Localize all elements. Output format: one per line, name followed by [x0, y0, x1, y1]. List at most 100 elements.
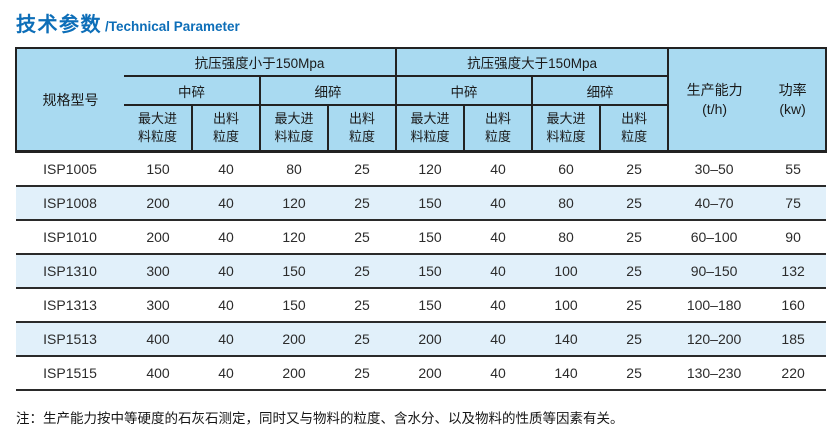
- cell-value: 140: [532, 322, 601, 357]
- cell-value: 185: [760, 322, 827, 357]
- cell-model: ISP1010: [16, 220, 124, 255]
- header-discharge-size-line2: 粒度: [485, 129, 512, 144]
- cell-value: 150: [124, 151, 192, 187]
- cell-value: 30–50: [668, 151, 761, 187]
- cell-value: 80: [532, 220, 601, 255]
- header-max-feed-size-3: 最大进 料粒度: [396, 105, 466, 153]
- header-row-1: 规格型号 抗压强度小于150Mpa 抗压强度大于150Mpa 生产能力 (t/h…: [15, 47, 828, 153]
- header-discharge-size-2: 出料 粒度: [328, 105, 398, 153]
- cell-value: 80: [532, 186, 601, 221]
- header-max-feed-size-line2: 料粒度: [274, 129, 314, 144]
- header-max-feed-size-line1: 最大进: [137, 111, 177, 127]
- header-discharge-size-line1: 出料: [212, 111, 239, 127]
- header-discharge-size-line1: 出料: [621, 111, 648, 127]
- cell-value: 40: [192, 288, 260, 323]
- cell-value: 90: [760, 220, 827, 255]
- cell-value: 75: [760, 186, 827, 221]
- cell-value: 40: [464, 254, 533, 289]
- cell-value: 140: [532, 356, 601, 391]
- header-fine-crushing-gt: 细碎: [532, 76, 670, 106]
- header-max-feed-size-line2: 料粒度: [137, 129, 177, 144]
- header-medium-crushing-gt: 中碎: [396, 76, 534, 106]
- cell-value: 40: [464, 151, 533, 187]
- cell-value: 100: [532, 288, 601, 323]
- page-title: 技术参数/Technical Parameter: [16, 8, 240, 37]
- cell-value: 40: [192, 356, 260, 391]
- cell-value: 150: [396, 288, 465, 323]
- footnote: 注：生产能力按中等硬度的石灰石测定，同时又与物料的粒度、含水分、以及物料的性质等…: [16, 411, 624, 426]
- header-max-feed-size-4: 最大进 料粒度: [532, 105, 602, 153]
- cell-value: 300: [124, 288, 192, 323]
- cell-model: ISP1310: [16, 254, 124, 289]
- cell-value: 120: [260, 186, 328, 221]
- cell-value: 400: [124, 322, 192, 357]
- table-row: ISP1005 150 40 80 25 120 40 60 25 30–50 55: [16, 151, 827, 187]
- cell-value: 200: [124, 220, 192, 255]
- header-max-feed-size-line2: 料粒度: [410, 129, 450, 144]
- cell-value: 220: [760, 356, 827, 391]
- cell-value: 60: [532, 151, 601, 187]
- cell-value: 300: [124, 254, 192, 289]
- header-discharge-size-line1: 出料: [349, 111, 376, 127]
- cell-model: ISP1513: [16, 322, 124, 357]
- cell-value: 40: [464, 220, 533, 255]
- cell-value: 40: [464, 356, 533, 391]
- cell-value: 150: [260, 288, 328, 323]
- cell-value: 25: [600, 151, 669, 187]
- cell-value: 25: [600, 186, 669, 221]
- header-power-label: 功率: [778, 81, 807, 98]
- cell-model: ISP1515: [16, 356, 124, 391]
- cell-value: 400: [124, 356, 192, 391]
- header-row-3: 最大进 料粒度 出料 粒度 最大进 料粒度 出料 粒度 最大进 料粒度: [16, 105, 826, 153]
- header-row-2: 中碎 细碎 中碎 细碎: [16, 76, 826, 106]
- header-discharge-size-line1: 出料: [485, 111, 512, 127]
- cell-value: 160: [760, 288, 827, 323]
- header-max-feed-size-1: 最大进 料粒度: [124, 105, 193, 153]
- header-power: 功率 (kw): [760, 47, 828, 153]
- header-discharge-size-1: 出料 粒度: [192, 105, 261, 153]
- cell-value: 25: [328, 254, 397, 289]
- page-title-zh: 技术参数: [16, 14, 102, 36]
- cell-model: ISP1313: [16, 288, 124, 323]
- header-capacity-label: 生产能力: [686, 81, 743, 98]
- cell-value: 25: [600, 322, 669, 357]
- cell-value: 55: [760, 151, 827, 187]
- table-row: ISP1515 400 40 200 25 200 40 140 25 130–230 220: [16, 356, 827, 391]
- cell-value: 132: [760, 254, 827, 289]
- cell-value: 150: [396, 186, 465, 221]
- cell-value: 40: [192, 186, 260, 221]
- table-row: ISP1010 200 40 120 25 150 40 80 25 60–100 90: [16, 220, 827, 255]
- cell-value: 25: [328, 356, 397, 391]
- cell-value: 25: [600, 254, 669, 289]
- cell-value: 150: [396, 220, 465, 255]
- cell-value: 40: [192, 220, 260, 255]
- table-row: ISP1313 300 40 150 25 150 40 100 25 100–180 160: [16, 288, 827, 323]
- cell-value: 25: [328, 322, 397, 357]
- cell-value: 120: [396, 151, 465, 187]
- cell-value: 150: [396, 254, 465, 289]
- cell-value: 40: [192, 254, 260, 289]
- cell-value: 90–150: [668, 254, 761, 289]
- header-model: 规格型号: [15, 47, 124, 153]
- cell-value: 100–180: [668, 288, 761, 323]
- cell-value: 40: [192, 151, 260, 187]
- cell-value: 25: [328, 220, 397, 255]
- table-body: ISP1005 150 40 80 25 120 40 60 25 30–50 55 ISP1008 2…: [16, 151, 827, 391]
- cell-value: 40: [464, 322, 533, 357]
- page-title-en: /Technical Parameter: [105, 19, 240, 34]
- cell-model: ISP1005: [16, 151, 124, 187]
- header-strength-lt-150: 抗压强度小于150Mpa: [124, 47, 398, 77]
- cell-value: 200: [260, 322, 328, 357]
- header-capacity: 生产能力 (t/h): [668, 47, 761, 153]
- cell-model: ISP1008: [16, 186, 124, 221]
- cell-value: 130–230: [668, 356, 761, 391]
- header-discharge-size-3: 出料 粒度: [464, 105, 534, 153]
- header-fine-crushing-lt: 细碎: [260, 76, 398, 106]
- cell-value: 200: [260, 356, 328, 391]
- table-row: ISP1310 300 40 150 25 150 40 100 25 90–150 132: [16, 254, 827, 289]
- header-medium-crushing-lt: 中碎: [124, 76, 261, 106]
- header-power-unit: (kw): [779, 100, 806, 117]
- cell-value: 200: [124, 186, 192, 221]
- table-row: ISP1513 400 40 200 25 200 40 140 25 120–200 185: [16, 322, 827, 357]
